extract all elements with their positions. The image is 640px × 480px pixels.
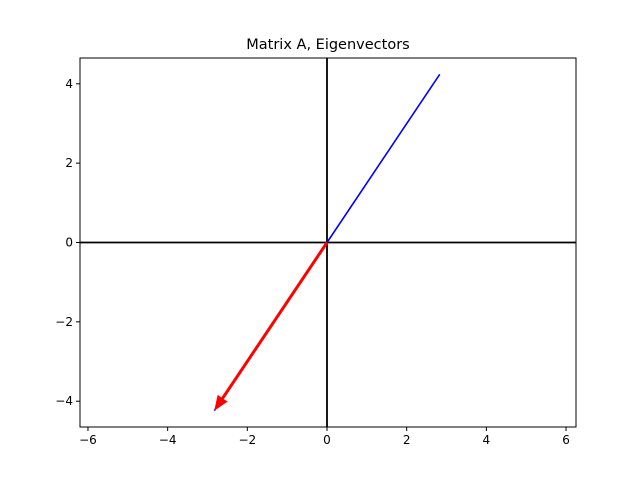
y-tick-label: 0: [65, 236, 73, 250]
x-tick-label: 2: [403, 433, 411, 447]
x-tick-label: 0: [323, 433, 331, 447]
x-tick-label: 4: [483, 433, 491, 447]
plot-area: −6 −4 −2 0 2 4 6 −4 −2 0 2 4: [55, 57, 577, 447]
vector-arrow-head-2: [214, 394, 228, 411]
x-tick-label: −2: [238, 433, 256, 447]
x-tick-label: −4: [159, 433, 177, 447]
y-tick-label: 2: [65, 156, 73, 170]
y-tick-label: −2: [55, 315, 73, 329]
vector-arrow-shaft-2: [221, 241, 329, 400]
y-tick-label: 4: [65, 77, 73, 91]
y-tick-label: −4: [55, 394, 73, 408]
x-tick-label: 6: [562, 433, 570, 447]
x-tick-label: −6: [79, 433, 97, 447]
vector-line-0: [326, 73, 441, 243]
chart-title: Matrix A, Eigenvectors: [246, 37, 409, 53]
